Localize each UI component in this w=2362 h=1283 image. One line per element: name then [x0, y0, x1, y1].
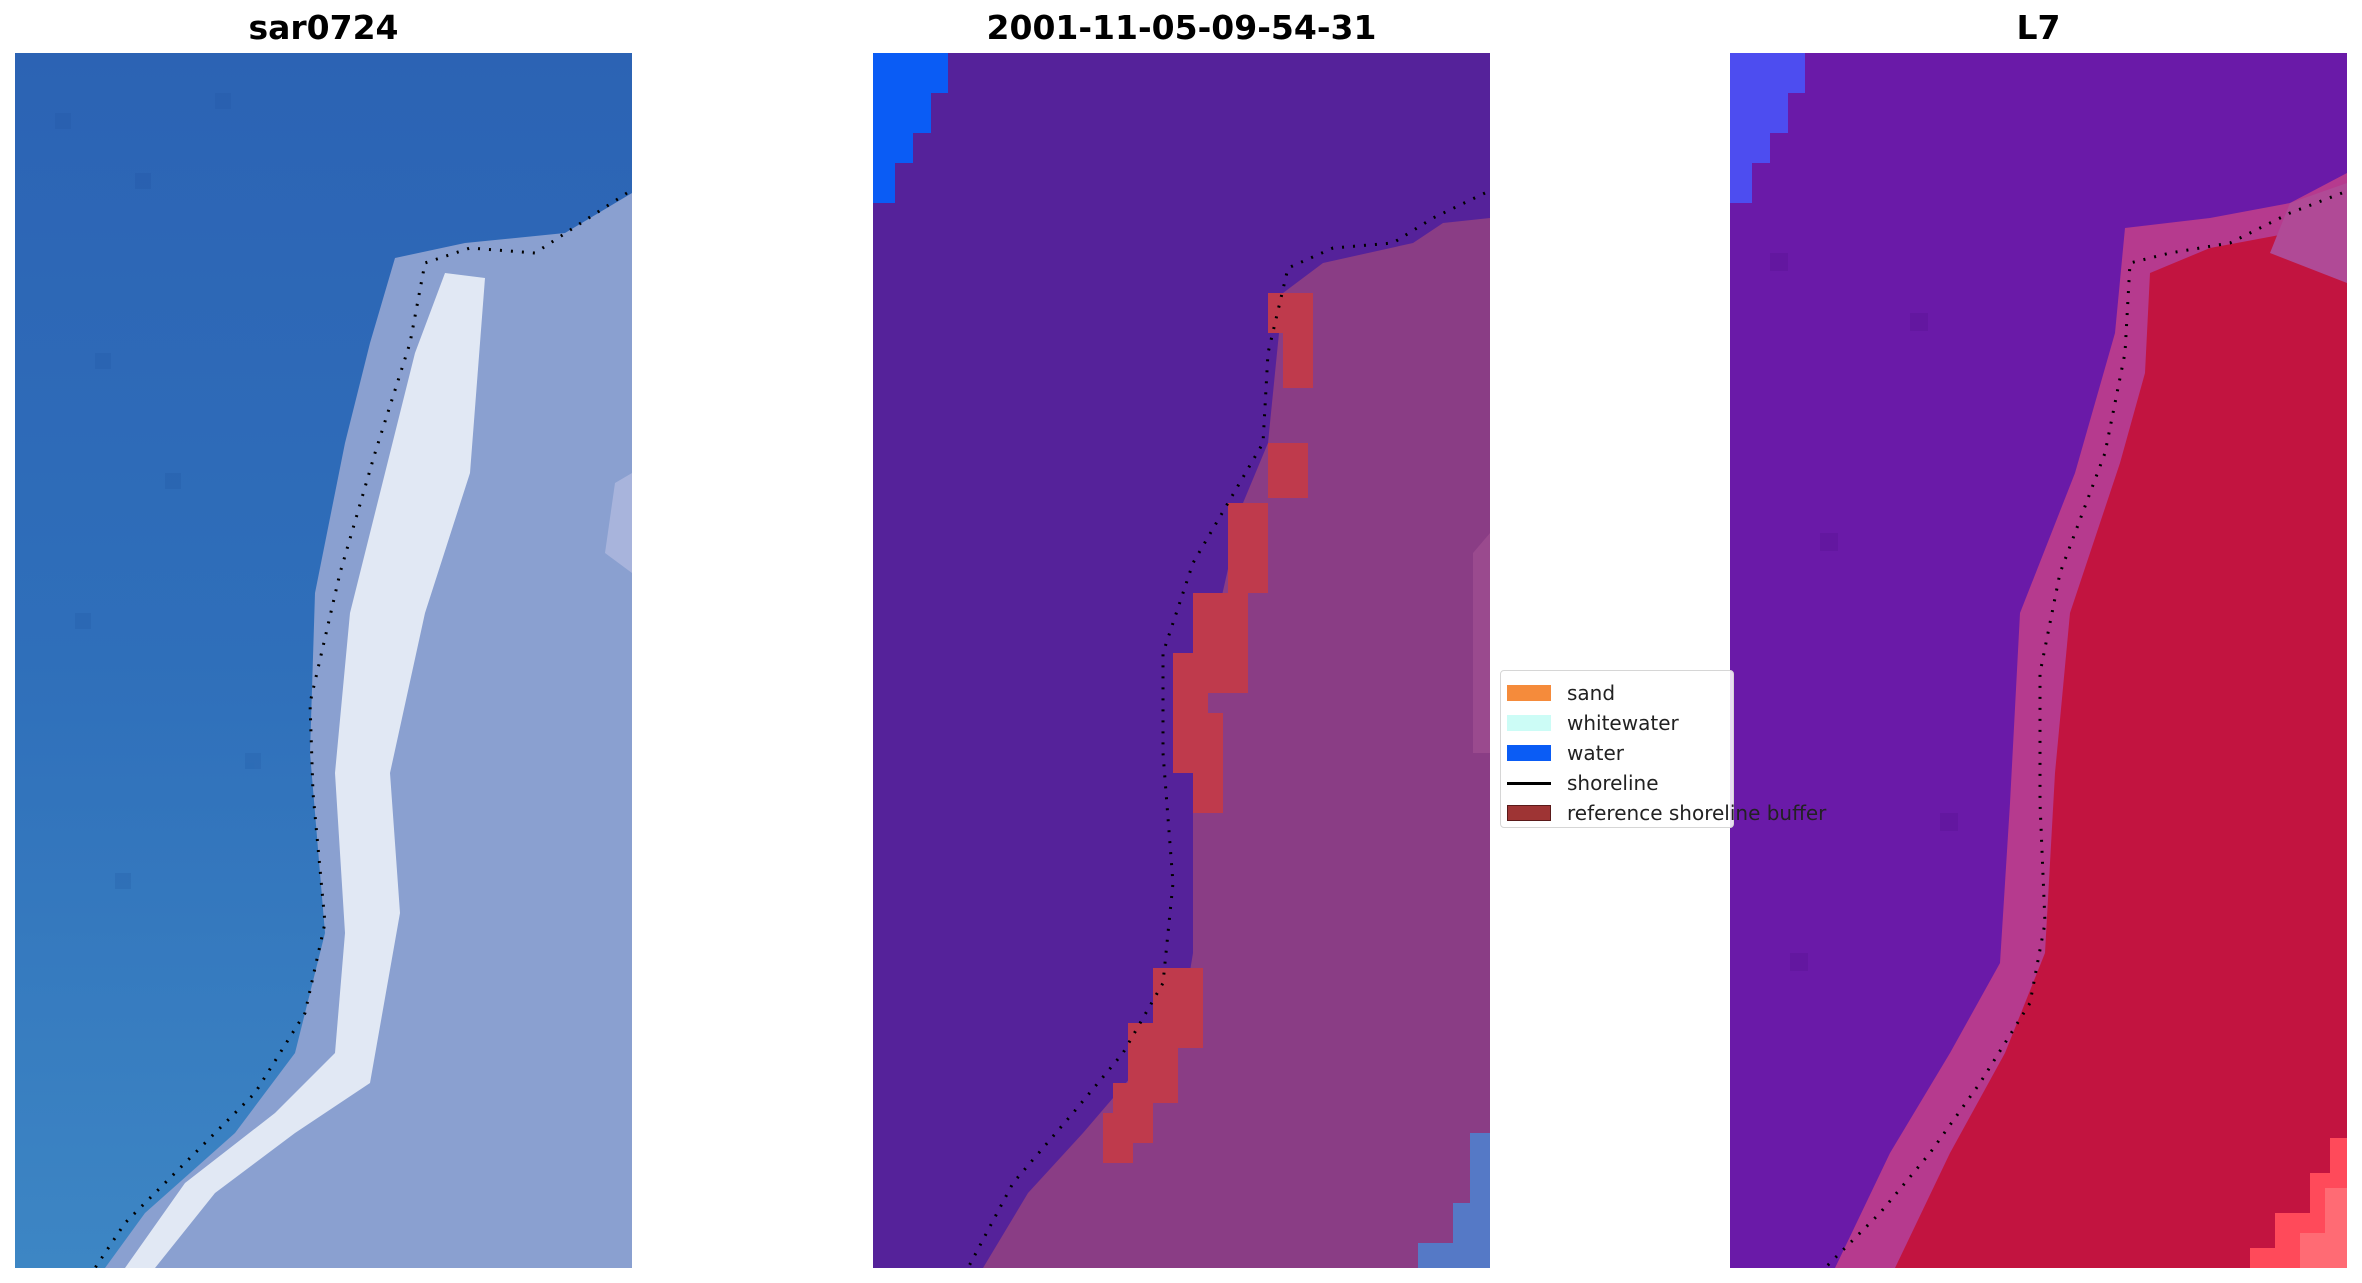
l7-image: [1730, 53, 2347, 1268]
shoreline-dots-3: [1823, 191, 2343, 1268]
shoreline-dots-2: [966, 191, 1486, 1268]
legend-label: shoreline: [1567, 771, 1659, 795]
legend-item-reference-shoreline-buffer: reference shoreline buffer: [1507, 798, 1826, 828]
legend-label: water: [1567, 741, 1624, 765]
panel-title-l7: L7: [2016, 8, 2061, 47]
legend-item-water: water: [1507, 738, 1733, 768]
classified-image-panel: [873, 53, 1490, 1268]
legend-swatch-whitewater: [1507, 715, 1551, 731]
legend-item-whitewater: whitewater: [1507, 708, 1733, 738]
rgb-image: [15, 53, 632, 1268]
legend: sand whitewater water shoreline referenc…: [1500, 670, 1826, 828]
panel-title-classified: 2001-11-05-09-54-31: [986, 8, 1377, 47]
legend-line-shoreline: [1507, 781, 1551, 785]
legend-label: reference shoreline buffer: [1567, 801, 1827, 825]
legend-label: sand: [1567, 681, 1616, 705]
shoreline-dots-1: [93, 191, 628, 1268]
legend-swatch-buffer: [1507, 805, 1551, 821]
legend-item-shoreline: shoreline: [1507, 768, 1733, 798]
l7-image-panel: [1730, 53, 2347, 1268]
legend-swatch-water: [1507, 745, 1551, 761]
classified-image: [873, 53, 1490, 1268]
rgb-image-panel: [15, 53, 632, 1268]
legend-label: whitewater: [1567, 711, 1679, 735]
legend-swatch-sand: [1507, 685, 1551, 701]
panel-title-rgb: sar0724: [248, 8, 399, 47]
legend-item-sand: sand: [1507, 678, 1733, 708]
